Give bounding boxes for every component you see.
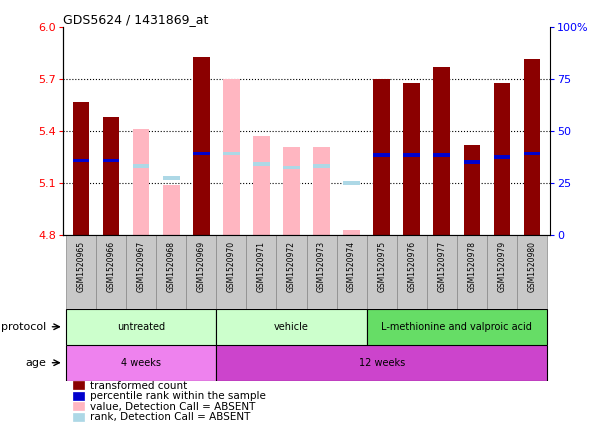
Bar (463, 145, 480, 235)
Bar (313, 147, 330, 235)
Bar (163, 185, 180, 235)
Text: 4 weeks: 4 weeks (121, 358, 161, 368)
Bar (193, 152, 210, 156)
Bar (66, 309, 216, 345)
Bar (216, 309, 367, 345)
Bar (337, 235, 367, 309)
Text: L-methionine and valproic acid: L-methionine and valproic acid (381, 322, 532, 332)
Bar (126, 235, 156, 309)
Bar (403, 83, 420, 235)
Bar (373, 80, 390, 235)
Bar (343, 230, 360, 235)
Bar (373, 154, 390, 157)
Bar (96, 235, 126, 309)
Text: GDS5624 / 1431869_at: GDS5624 / 1431869_at (63, 14, 209, 26)
Bar (523, 58, 540, 235)
Text: untreated: untreated (117, 322, 165, 332)
Bar (433, 154, 450, 157)
Bar (493, 83, 510, 235)
Bar (133, 129, 150, 235)
Bar (163, 176, 180, 180)
Bar (283, 147, 300, 235)
Bar (66, 345, 216, 381)
Bar (73, 102, 90, 235)
Text: vehicle: vehicle (274, 322, 309, 332)
Bar (283, 165, 300, 169)
Bar (403, 154, 420, 157)
Bar (253, 162, 270, 166)
Text: value, Detection Call = ABSENT: value, Detection Call = ABSENT (90, 402, 255, 412)
Text: GSM1520973: GSM1520973 (317, 241, 326, 292)
Bar (367, 309, 547, 345)
Bar (193, 57, 210, 235)
Text: GSM1520975: GSM1520975 (377, 241, 386, 292)
Bar (253, 136, 270, 235)
Bar (223, 80, 240, 235)
Text: age: age (26, 358, 46, 368)
Bar (66, 235, 96, 309)
Bar (103, 159, 120, 162)
Text: GSM1520979: GSM1520979 (498, 241, 506, 292)
Bar (216, 235, 246, 309)
Bar (133, 164, 150, 168)
Bar (186, 235, 216, 309)
Bar (313, 164, 330, 168)
Text: GSM1520980: GSM1520980 (528, 241, 536, 292)
Text: GSM1520972: GSM1520972 (287, 241, 296, 292)
Text: GSM1520969: GSM1520969 (197, 241, 206, 292)
Bar (343, 181, 360, 185)
Text: rank, Detection Call = ABSENT: rank, Detection Call = ABSENT (90, 412, 250, 422)
Bar (73, 382, 84, 389)
Text: GSM1520965: GSM1520965 (77, 241, 85, 292)
Bar (73, 413, 84, 420)
Bar (73, 392, 84, 399)
Text: GSM1520977: GSM1520977 (438, 241, 446, 292)
Bar (103, 117, 120, 235)
Bar (397, 235, 427, 309)
Text: GSM1520970: GSM1520970 (227, 241, 236, 292)
Bar (427, 235, 457, 309)
Text: GSM1520978: GSM1520978 (468, 241, 476, 292)
Text: GSM1520967: GSM1520967 (137, 241, 145, 292)
Bar (223, 152, 240, 156)
Text: GSM1520966: GSM1520966 (107, 241, 115, 292)
Bar (523, 152, 540, 156)
Bar (307, 235, 337, 309)
Bar (156, 235, 186, 309)
Text: protocol: protocol (1, 322, 46, 332)
Text: percentile rank within the sample: percentile rank within the sample (90, 391, 266, 401)
Text: 12 weeks: 12 weeks (359, 358, 404, 368)
Text: transformed count: transformed count (90, 381, 187, 390)
Bar (457, 235, 487, 309)
Bar (73, 403, 84, 410)
Bar (433, 67, 450, 235)
Bar (73, 159, 90, 162)
Bar (463, 160, 480, 164)
Text: GSM1520976: GSM1520976 (407, 241, 416, 292)
Text: GSM1520971: GSM1520971 (257, 241, 266, 292)
Bar (276, 235, 307, 309)
Bar (493, 155, 510, 159)
Text: GSM1520974: GSM1520974 (347, 241, 356, 292)
Bar (487, 235, 517, 309)
Bar (517, 235, 547, 309)
Bar (246, 235, 276, 309)
Text: GSM1520968: GSM1520968 (167, 241, 175, 292)
Bar (367, 235, 397, 309)
Bar (216, 345, 547, 381)
